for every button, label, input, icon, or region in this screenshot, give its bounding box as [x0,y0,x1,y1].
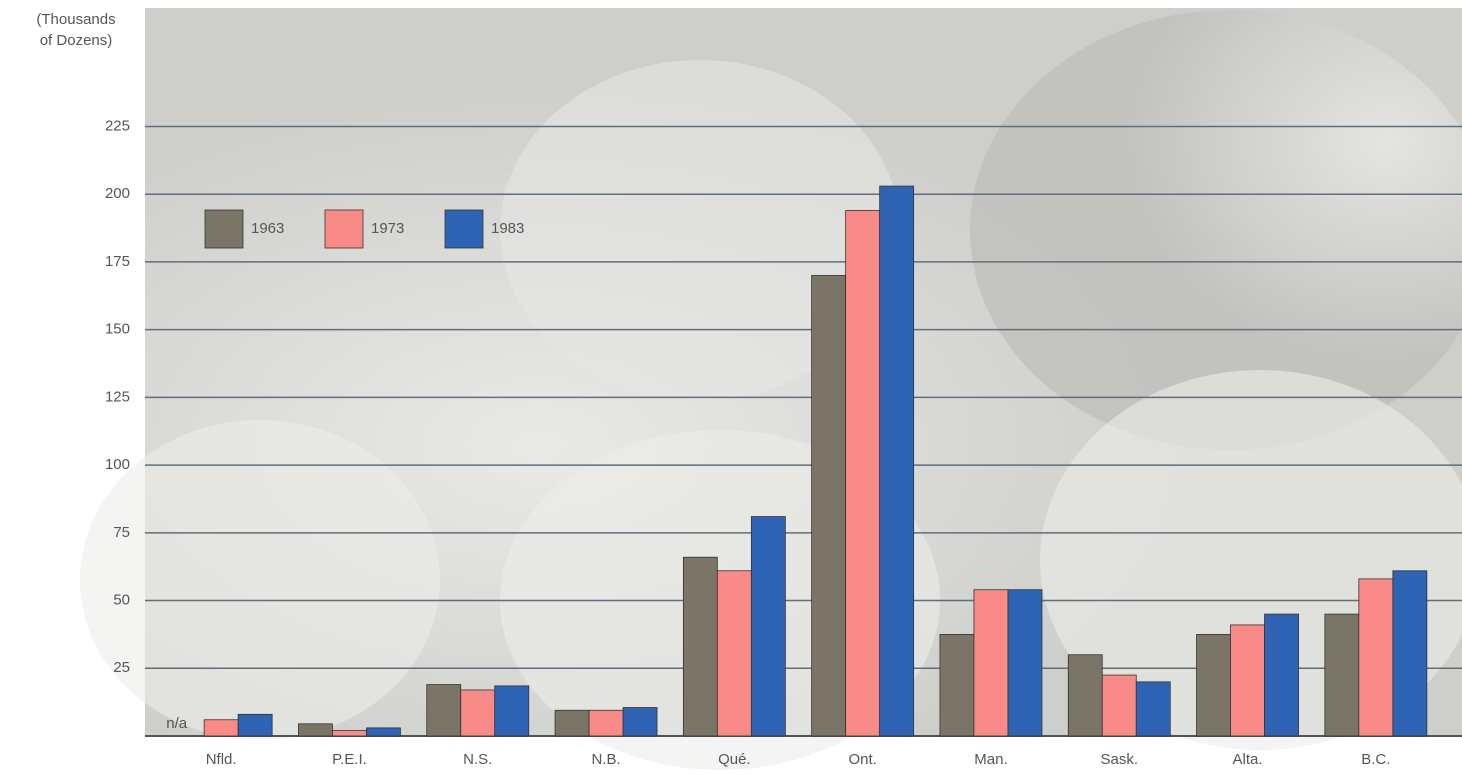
legend-label: 1973 [371,220,404,237]
x-tick-label: Man. [974,751,1007,768]
y-tick-label: 175 [105,253,130,270]
y-tick-label: 25 [113,659,130,676]
y-tick-label: 225 [105,117,130,134]
bar [298,723,333,737]
annotation: n/a [166,715,188,732]
x-tick-label: Nfld. [206,751,237,768]
legend-label: 1963 [251,220,284,237]
bar [237,713,273,737]
bar [332,730,367,737]
x-tick-label: N.B. [591,751,620,768]
legend-swatch [444,209,484,249]
bar [1230,624,1265,737]
legend-swatch [204,209,244,249]
y-tick-label: 200 [105,185,130,202]
y-tick-label: 125 [105,388,130,405]
y-tick-label: 75 [113,524,130,541]
bar [1135,681,1171,737]
bar [1067,654,1103,737]
bar [494,685,530,737]
bar [366,727,401,737]
bar [1196,634,1231,737]
bar [1392,570,1428,737]
bar [588,709,624,737]
y-tick-label: 50 [113,592,130,609]
bar [1264,613,1299,737]
y-tick-label: 100 [105,456,130,473]
legend-label: 1983 [491,220,524,237]
legend-swatch [324,209,364,249]
bar [554,709,590,737]
bar [811,275,847,737]
x-tick-label: B.C. [1361,751,1390,768]
bar [682,556,718,737]
bar [203,719,239,737]
bar [845,210,881,737]
bar [1358,578,1394,737]
bar [716,570,752,737]
photo-balloon [970,10,1462,450]
bar [1007,589,1043,737]
x-tick-label: Qué. [718,751,751,768]
x-tick-label: Ont. [848,751,876,768]
x-tick-label: N.S. [463,751,492,768]
photo-balloon [500,60,900,400]
x-tick-label: Alta. [1233,751,1263,768]
y-axis-label: of Dozens) [40,32,113,49]
x-tick-label: Sask. [1100,751,1138,768]
bar [879,185,915,737]
bar [750,516,786,737]
bar [426,684,462,737]
bar [460,689,496,737]
bar [1324,613,1360,737]
photo-balloon [80,420,440,740]
y-axis-label: (Thousands [36,11,115,28]
bar [939,634,975,737]
bar [973,589,1009,737]
bar [622,707,658,737]
x-tick-label: P.E.I. [332,751,367,768]
y-tick-label: 150 [105,321,130,338]
bar [1101,674,1137,737]
